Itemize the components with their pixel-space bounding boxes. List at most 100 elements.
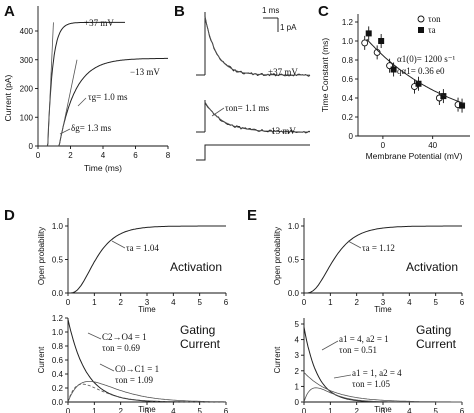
panel-e-pointer2 [333, 374, 352, 379]
panel-e-bot-curve-1 [303, 387, 462, 403]
panel-e-top-ytick-label-1: 0.5 [288, 256, 300, 265]
panel-e-bot-ytick-label-0: 0 [295, 398, 300, 407]
panel-b-fit-m13 [204, 101, 310, 133]
panel-e-top-x-label: Time [374, 305, 392, 314]
panel-e-top-pointer [347, 240, 362, 249]
panel-e-top-y-label: Open probability [273, 227, 282, 285]
panel-d-bot-ytick-label-0: 0.0 [52, 398, 64, 407]
panel-d-top-curve [68, 225, 226, 294]
panel-d-bot-y-ticks: 0.0 0.2 0.4 0.6 0.8 1.0 1.2 [52, 314, 68, 407]
panel-c-ytick-label-5: 1.0 [342, 37, 354, 46]
panel-c-ytick-label-0: 0 [349, 132, 354, 141]
panel-d-top-x-ticks: 0 1 2 3 4 5 6 [66, 293, 229, 307]
panel-b-scale-current-label: 1 pA [280, 23, 297, 32]
panel-c-ytick-label-3: 0.6 [342, 75, 354, 84]
panel-e-bot-title1: Gating [416, 323, 451, 337]
panel-d-top-xtick-label-2: 2 [118, 298, 123, 307]
panel-d-top-ann: τa = 1.04 [126, 243, 159, 253]
panel-e-top-xtick-label-5: 5 [433, 298, 438, 307]
panel-e-top-xtick-label-3: 3 [381, 298, 386, 307]
panel-d-top-title: Activation [170, 260, 222, 274]
panel-d-bot-curve-2 [67, 381, 226, 403]
panel-a-y-label: Current (pA) [3, 74, 13, 121]
panel-a-xtick-label-4: 8 [166, 151, 171, 160]
panel-d-bot-title2: Current [180, 337, 221, 351]
panel-label-a: A [4, 3, 15, 20]
panel-e-ann3: a1 = 1, a2 = 4 [352, 368, 402, 378]
panel-e-bot-xtick-label-2: 2 [354, 407, 359, 413]
panel-c-point-a-5 [459, 102, 466, 109]
panel-c-ytick-label-4: 0.8 [342, 56, 354, 65]
panel-d-ann3: C0→C1 = 1 [115, 364, 159, 374]
panel-d-bot-xtick-label-0: 0 [66, 407, 71, 413]
panel-e-pointer1 [321, 340, 339, 351]
panel-d-bot-x-ticks: 0 1 2 3 4 5 6 [66, 402, 229, 413]
panel-a-xtick-label-3: 6 [133, 151, 138, 160]
panel-d-bot-xtick-label-4: 4 [171, 407, 176, 413]
panel-a-trace-0 [38, 21, 125, 147]
panel-e-ann2: τon = 0.51 [339, 345, 377, 355]
panel-e-bot-xtick-label-3: 3 [381, 407, 386, 413]
panel-e-ann4: τon = 1.05 [352, 379, 390, 389]
panel-d-bot-xtick-label-2: 2 [118, 407, 123, 413]
panel-a-ytick-label-3: 300 [20, 56, 34, 65]
panel-e-bot-x-label: Time [374, 405, 392, 413]
panel-a-xtick-label-2: 4 [101, 151, 106, 160]
panel-d-bot-curve-1 [67, 383, 226, 403]
panel-c-legend-marker-a [418, 27, 424, 33]
panel-b-tau-pointer [211, 107, 225, 117]
panel-d-ann1: C2→O4 = 1 [102, 332, 147, 342]
panel-a-x-ticks: 0 2 4 6 8 [36, 146, 171, 160]
panel-d-top-ytick-label-1: 0.5 [52, 256, 64, 265]
panel-label-c: C [318, 3, 329, 20]
panel-a-x-label: Time (ms) [84, 163, 122, 173]
panel-e-top-xtick-label-0: 0 [302, 298, 307, 307]
panel-e-bot-curve-2 [303, 372, 462, 403]
panel-a-xtick-label-0: 0 [36, 151, 41, 160]
panel-d-top-xtick-label-0: 0 [66, 298, 71, 307]
panel-d-pointer2 [99, 363, 115, 372]
panel-d-top-xtick-label-5: 5 [197, 298, 202, 307]
panel-e-bot-ytick-label-3: 3 [295, 351, 300, 360]
panel-e-bot-xtick-label-6: 6 [460, 407, 465, 413]
panel-c-ytick-label-2: 0.4 [342, 94, 354, 103]
panel-e-bot-xtick-label-1: 1 [328, 407, 333, 413]
panel-b-fit-p37 [204, 16, 310, 76]
panel-a-y-ticks: 0 100 200 300 400 [20, 27, 38, 151]
panel-d-top-x-label: Time [138, 305, 156, 314]
panel-c-point-a-2 [390, 66, 397, 73]
panel-a-xtick-label-1: 2 [68, 151, 73, 160]
panel-e-top-xtick-label-1: 1 [328, 298, 333, 307]
panel-a-ann-p37: +37 mV [84, 18, 114, 28]
panel-label-e: E [247, 207, 257, 224]
panel-d-bot-y-label: Current [37, 346, 46, 373]
panel-e-top-xtick-label-4: 4 [407, 298, 412, 307]
panel-c-x-label: Membrane Potential (mV) [366, 151, 463, 161]
panel-d-bot-x-label: Time [138, 405, 156, 413]
panel-d-pointer1 [87, 332, 102, 340]
panel-b-voltage-step [196, 144, 310, 161]
panel-c-point-a-0 [365, 30, 372, 37]
panel-c-ytick-label-6: 1.2 [342, 18, 354, 27]
panel-a-ann-m13: −13 mV [130, 67, 160, 77]
panel-e-top-ytick-label-2: 1.0 [288, 222, 300, 231]
panel-c-point-on-0 [361, 39, 369, 47]
panel-e-bot-curves [303, 327, 462, 403]
panel-e-top-title: Activation [406, 260, 458, 274]
panel-e-ann1: a1 = 4, a2 = 1 [339, 334, 389, 344]
panel-e-bot-xtick-label-4: 4 [407, 407, 412, 413]
panel-e-top-y-ticks: 0.0 0.5 1.0 [288, 222, 304, 298]
panel-a-ytick-label-0: 0 [29, 142, 34, 151]
panel-d-top-xtick-label-3: 3 [145, 298, 150, 307]
panel-a-tangent-p37 [47, 22, 54, 147]
panel-b-traces [196, 12, 311, 161]
panel-a-ytick-label-1: 100 [20, 113, 34, 122]
panel-b-scale-time-label: 1 ms [262, 6, 279, 15]
panel-a-ann-tau: τg= 1.0 ms [88, 92, 128, 102]
panel-d-top-xtick-label-4: 4 [171, 298, 176, 307]
panel-a-tangent-m13 [58, 59, 78, 147]
panel-d-bot-curves [67, 319, 226, 403]
panel-d-bot-xtick-label-5: 5 [197, 407, 202, 413]
panel-e-bot-xtick-label-5: 5 [433, 407, 438, 413]
